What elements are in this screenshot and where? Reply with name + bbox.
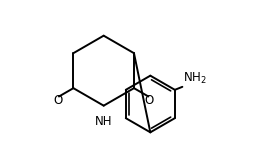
Text: NH$_2$: NH$_2$ [183, 71, 207, 86]
Text: NH: NH [95, 115, 112, 128]
Text: O: O [145, 94, 154, 107]
Text: O: O [53, 94, 63, 107]
